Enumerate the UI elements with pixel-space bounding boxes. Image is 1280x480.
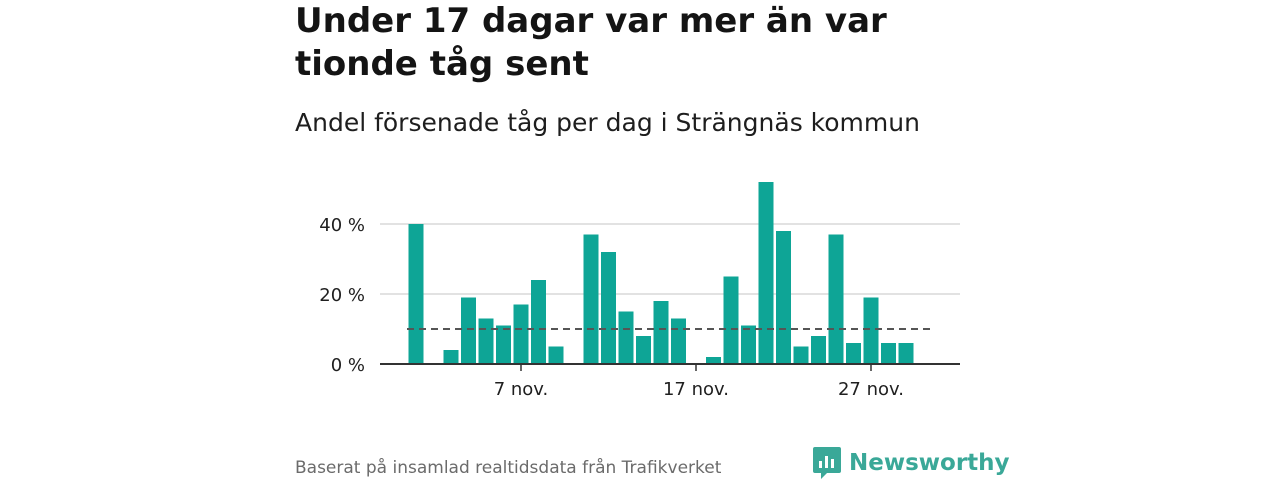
bar [898,343,914,364]
x-tick-label: 17 nov. [663,379,729,400]
bar [478,318,494,364]
bar [881,343,896,364]
bar [758,182,774,364]
bar [618,311,634,364]
bar [706,357,721,364]
x-tick-label: 7 nov. [494,379,549,400]
bar-chart: 0 % 20 % 40 % 7 nov. 17 nov. 27 nov. [319,182,960,400]
newsworthy-logo-icon [813,447,841,479]
bar [583,234,599,364]
bar [776,231,791,364]
bar [828,234,844,364]
bar [531,280,546,364]
bar [548,346,564,364]
bar [636,336,651,364]
newsworthy-logo-text: Newsworthy [849,450,1010,476]
bar [741,325,756,364]
chart-subtitle: Andel försenade tåg per dag i Strängnäs … [295,108,920,137]
bar [408,224,424,364]
bar [793,346,809,364]
bar [496,325,511,364]
bar [846,343,861,364]
chart-title: Under 17 dagar var mer än var tionde tåg… [295,1,887,84]
newsworthy-logo[interactable]: Newsworthy [813,447,1010,479]
bar [443,350,459,364]
bar [513,304,529,364]
bar [461,297,476,364]
y-tick-label: 40 % [319,215,365,236]
bar [601,252,616,364]
bar [811,336,826,364]
y-tick-label: 20 % [319,285,365,306]
x-tick-label: 27 nov. [838,379,904,400]
y-tick-label: 0 % [331,355,365,376]
bar [863,297,879,364]
source-note: Baserat på insamlad realtidsdata från Tr… [295,458,722,478]
bar [671,318,686,364]
bar [723,276,739,364]
bar [653,301,669,364]
